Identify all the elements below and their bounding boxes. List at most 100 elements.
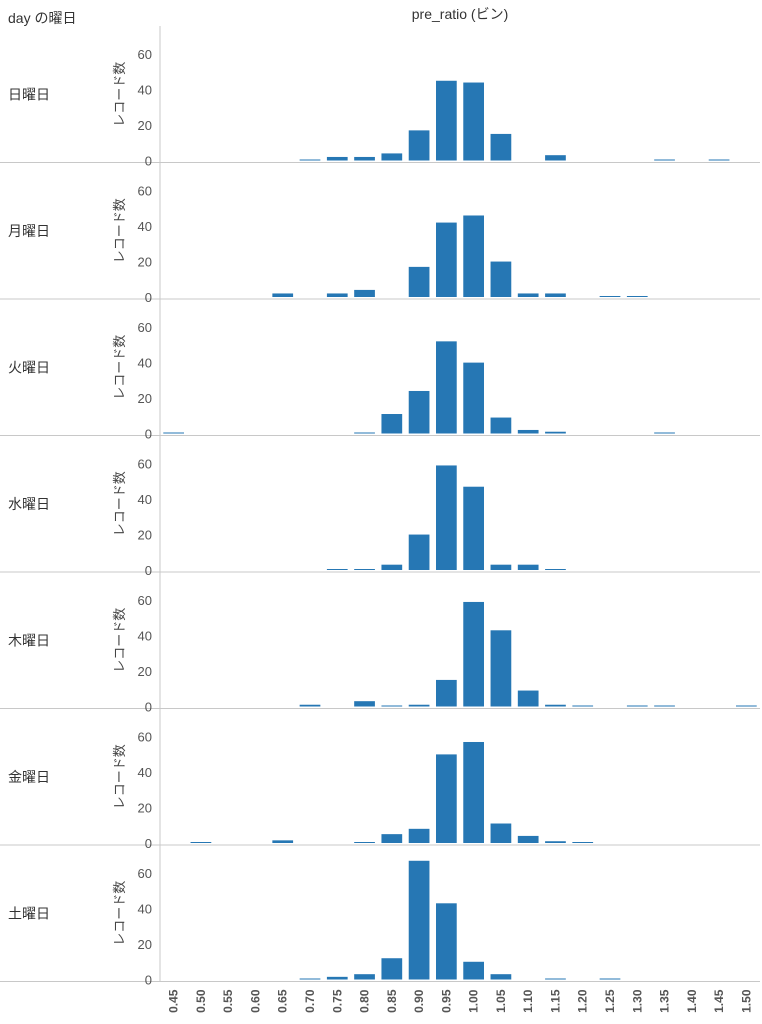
bar	[517, 429, 539, 434]
y-tick-label: 60	[138, 47, 152, 62]
bar	[545, 978, 566, 980]
bar	[354, 701, 375, 707]
y-axis-title: レコード数	[112, 335, 127, 400]
bar	[599, 296, 621, 297]
bar	[545, 569, 566, 570]
y-tick-label: 40	[138, 356, 152, 371]
y-tick-label: 20	[138, 528, 152, 543]
bar	[436, 341, 457, 434]
bar	[326, 156, 348, 161]
y-tick-label: 0	[145, 290, 152, 305]
x-tick-label: 1.10	[521, 989, 535, 1013]
bar	[654, 705, 675, 707]
bar	[381, 564, 403, 570]
bar	[572, 705, 594, 707]
bar	[545, 155, 566, 161]
bar	[517, 835, 539, 843]
bar	[381, 834, 403, 843]
x-tick-label: 1.30	[630, 989, 644, 1013]
bar	[354, 289, 375, 297]
x-tick-label: 1.50	[739, 989, 753, 1013]
y-tick-label: 20	[138, 255, 152, 270]
x-tick-label: 1.00	[467, 989, 481, 1013]
y-axis-title: レコード数	[112, 62, 127, 127]
bar	[190, 842, 212, 843]
bar	[626, 296, 648, 297]
x-tick-label: 1.45	[712, 989, 726, 1013]
y-axis-title: レコード数	[112, 608, 127, 673]
bar	[326, 293, 348, 297]
bar	[299, 704, 321, 707]
bar	[408, 860, 430, 980]
day-label: 木曜日	[8, 632, 50, 648]
bar	[463, 741, 484, 843]
column-header: pre_ratio (ビン)	[411, 6, 509, 22]
bar	[490, 974, 512, 980]
bar	[381, 153, 403, 161]
y-tick-label: 60	[138, 730, 152, 745]
bar	[272, 293, 294, 297]
x-tick-label: 0.85	[385, 989, 399, 1013]
y-tick-label: 0	[145, 563, 152, 578]
y-tick-label: 60	[138, 866, 152, 881]
bar	[463, 362, 484, 434]
y-tick-label: 20	[138, 664, 152, 679]
bar	[490, 564, 512, 570]
bar	[545, 704, 566, 707]
x-tick-label: 0.90	[412, 989, 426, 1013]
bar	[381, 414, 403, 434]
bar	[463, 82, 484, 161]
x-tick-label: 0.95	[439, 989, 453, 1013]
bar	[599, 978, 621, 980]
x-tick-label: 0.60	[248, 989, 262, 1013]
bar	[381, 705, 403, 707]
y-axis-title: レコード数	[112, 881, 127, 946]
y-axis-title: レコード数	[112, 471, 127, 536]
bar	[490, 630, 512, 707]
y-tick-label: 0	[145, 836, 152, 851]
bar	[545, 431, 566, 434]
bar	[626, 705, 648, 707]
y-tick-label: 60	[138, 457, 152, 472]
bar	[354, 432, 375, 434]
x-tick-label: 1.40	[685, 989, 699, 1013]
bar	[490, 261, 512, 297]
bar	[326, 976, 348, 980]
x-tick-label: 0.80	[358, 989, 372, 1013]
bar	[490, 823, 512, 843]
y-tick-label: 40	[138, 902, 152, 917]
x-tick-label: 0.70	[303, 989, 317, 1013]
y-tick-label: 40	[138, 492, 152, 507]
y-tick-label: 60	[138, 593, 152, 608]
x-tick-label: 1.20	[576, 989, 590, 1013]
bar	[354, 569, 375, 570]
bar	[545, 841, 566, 843]
bar	[408, 130, 430, 161]
y-tick-label: 60	[138, 184, 152, 199]
bar	[381, 958, 403, 980]
bar	[436, 222, 457, 297]
day-label: 火曜日	[8, 359, 50, 375]
bar	[163, 432, 184, 434]
y-tick-label: 40	[138, 629, 152, 644]
day-label: 金曜日	[8, 769, 50, 785]
bar	[490, 417, 512, 434]
y-tick-label: 40	[138, 765, 152, 780]
y-tick-label: 40	[138, 83, 152, 98]
bar	[654, 432, 675, 434]
bar	[354, 842, 375, 843]
x-tick-label: 1.35	[658, 989, 672, 1013]
x-tick-label: 0.75	[330, 989, 344, 1013]
bar	[408, 704, 430, 707]
bar	[463, 215, 484, 297]
bar	[408, 266, 430, 297]
bar	[436, 465, 457, 570]
day-label: 土曜日	[8, 905, 50, 921]
bar	[463, 486, 484, 570]
bar	[326, 569, 348, 570]
bar	[736, 705, 757, 707]
day-label: 月曜日	[8, 223, 50, 239]
x-tick-label: 1.25	[603, 989, 617, 1013]
bar	[299, 978, 321, 980]
bar	[654, 159, 675, 161]
